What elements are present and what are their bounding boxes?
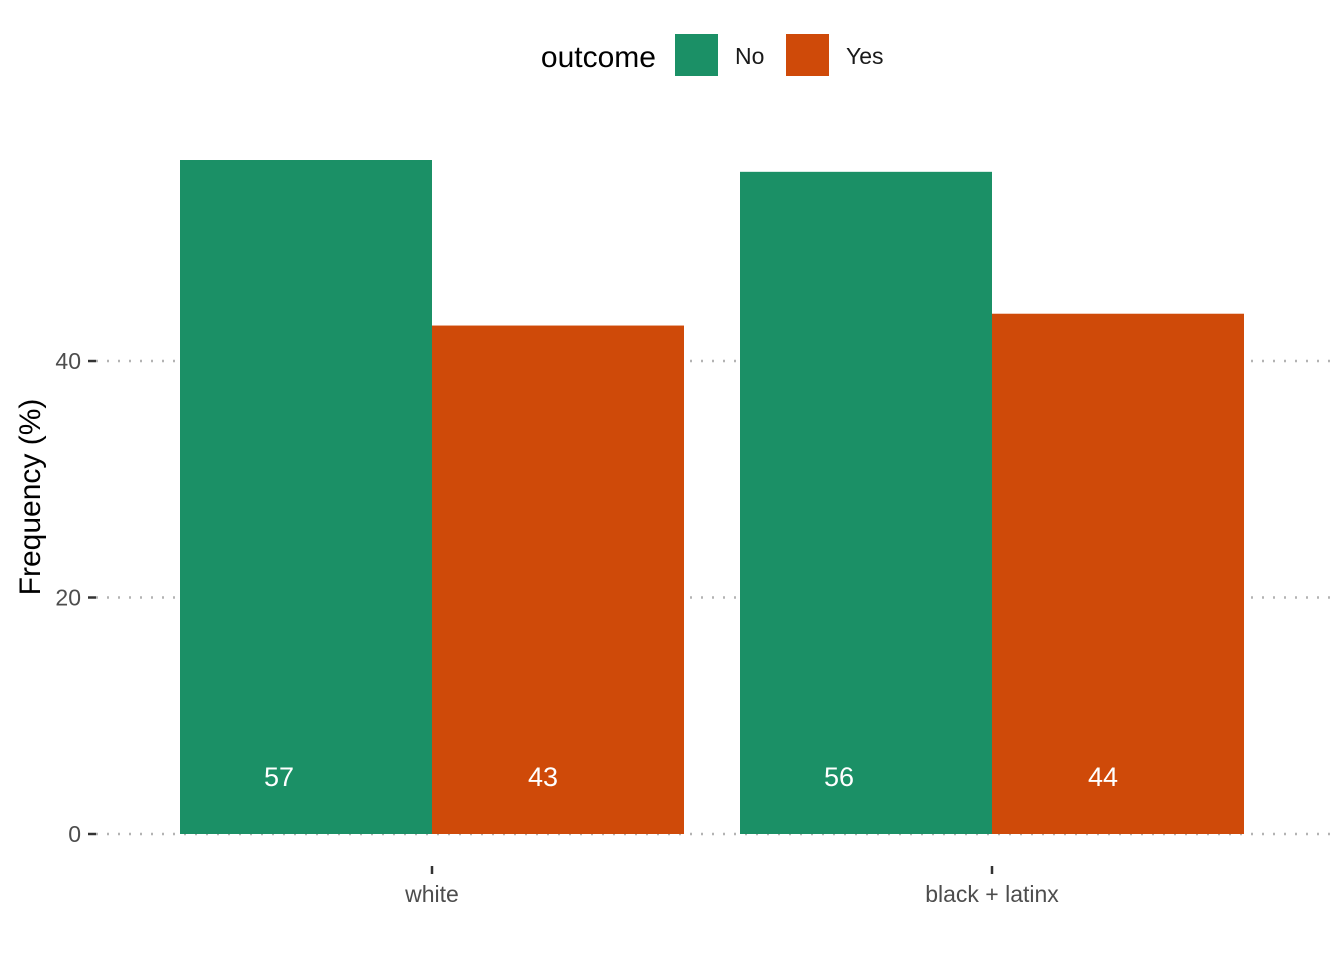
bar-labels: 57 43 56 44 [264,762,1118,792]
y-axis: 0 20 40 [55,348,96,847]
gridlines [96,359,1330,836]
legend-key [786,34,829,76]
bar-value-label: 57 [264,762,294,792]
legend-label: Yes [846,43,884,69]
bar [740,171,992,834]
bar [432,325,684,834]
y-axis-title: Frequency (%) [14,399,47,596]
bar-value-label: 44 [1088,762,1118,792]
bar [180,160,432,834]
legend-label: No [735,43,764,69]
x-tick-label: white [404,881,459,907]
y-tick-label: 0 [68,821,81,847]
bar [992,313,1244,834]
x-tick-label: black + latinx [925,881,1059,907]
legend-title: outcome [541,41,656,74]
bars [180,160,1244,834]
x-axis: white black + latinx [404,866,1059,907]
y-tick-label: 40 [55,348,81,374]
bar-value-label: 56 [824,762,854,792]
legend: outcome No Yes [541,34,884,76]
legend-key [675,34,718,76]
bar-value-label: 43 [528,762,558,792]
y-tick-label: 20 [55,585,81,611]
